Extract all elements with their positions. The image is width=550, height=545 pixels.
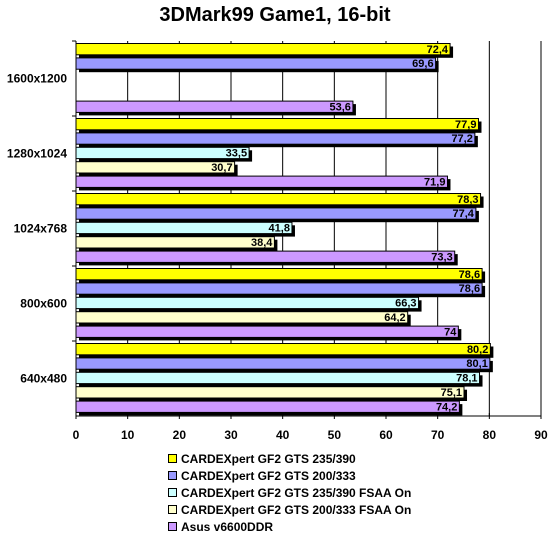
bar [75, 193, 482, 206]
data-label: 72,4 [427, 44, 449, 56]
data-label: 30,7 [211, 162, 232, 174]
bar [75, 207, 477, 220]
data-label: 78,3 [457, 194, 478, 206]
legend-item: CARDEXpert GF2 GTS 200/333 FSAA On [168, 501, 411, 518]
bar [75, 43, 451, 56]
bar [75, 371, 481, 385]
x-tick-label: 70 [431, 428, 445, 442]
bar [75, 146, 250, 160]
legend-label: CARDEXpert GF2 GTS 200/333 FSAA On [181, 502, 412, 517]
bar [75, 386, 465, 399]
legend-item: CARDEXpert GF2 GTS 235/390 [168, 450, 411, 467]
x-tick-label: 0 [73, 428, 80, 442]
legend-swatch [168, 471, 177, 480]
bar [75, 100, 354, 113]
data-label: 41,8 [269, 223, 290, 235]
legend-swatch [168, 505, 177, 514]
bar [75, 57, 437, 70]
bar [75, 325, 459, 338]
legend-swatch [168, 488, 177, 497]
x-tick-label: 10 [121, 428, 135, 442]
bar [75, 282, 483, 295]
category-label: 640x480 [20, 372, 67, 386]
bars-layer: 72,4 69,6 53,6 77,9 77,2 33,5 30,7 71,9 78,3 77,4… [75, 43, 494, 416]
legend-item: CARDEXpert GF2 GTS 200/333 [168, 467, 411, 484]
x-tick-label: 60 [379, 428, 393, 442]
data-label: 80,2 [467, 344, 488, 356]
bar [75, 175, 448, 188]
data-label: 77,4 [452, 208, 474, 220]
data-label: 73,3 [431, 251, 452, 263]
data-label: 77,2 [451, 133, 472, 145]
data-label: 77,9 [455, 119, 476, 131]
data-label: 78,6 [459, 269, 480, 281]
x-tick-label: 40 [276, 428, 290, 442]
x-tick-label: 50 [328, 428, 342, 442]
bar [75, 268, 483, 281]
x-tick-label: 20 [173, 428, 187, 442]
data-label: 80,1 [466, 358, 487, 370]
x-tick-label: 30 [224, 428, 238, 442]
legend-label: Asus v6600DDR [181, 519, 274, 534]
bar [75, 311, 409, 324]
category-label: 800x600 [20, 297, 67, 311]
axis-layer: 1600x1200 1280x1024 1024x768 800x600 640x480… [7, 40, 548, 442]
bar [75, 132, 476, 145]
legend-label: CARDEXpert GF2 GTS 235/390 FSAA On [181, 485, 412, 500]
bar [75, 236, 275, 249]
bar [75, 221, 293, 235]
data-label: 64,2 [384, 312, 405, 324]
bar [75, 357, 491, 370]
bar [75, 343, 491, 356]
legend-swatch [168, 454, 177, 463]
data-label: 71,9 [424, 176, 445, 188]
data-label: 74 [444, 326, 457, 338]
data-label: 38,4 [251, 237, 273, 249]
legend-item: Asus v6600DDR [168, 518, 411, 535]
data-label: 74,2 [436, 401, 457, 413]
legend-swatch [168, 522, 177, 531]
legend-label: CARDEXpert GF2 GTS 200/333 [181, 468, 356, 483]
bar [75, 118, 479, 131]
x-tick-label: 80 [483, 428, 497, 442]
data-label: 75,1 [441, 387, 462, 399]
bar [75, 250, 456, 263]
data-label: 53,6 [330, 101, 351, 113]
legend-item: CARDEXpert GF2 GTS 235/390 FSAA On [168, 484, 411, 501]
data-label: 33,5 [226, 148, 247, 160]
legend-label: CARDEXpert GF2 GTS 235/390 [181, 451, 356, 466]
category-label: 1600x1200 [7, 72, 67, 86]
data-label: 78,1 [456, 373, 477, 385]
category-label: 1024x768 [14, 222, 68, 236]
category-label: 1280x1024 [7, 147, 67, 161]
data-label: 78,6 [459, 283, 480, 295]
data-label: 69,6 [412, 58, 433, 70]
x-tick-label: 90 [534, 428, 548, 442]
data-label: 66,3 [395, 298, 416, 310]
bar [75, 296, 420, 310]
chart-title: 3DMark99 Game1, 16-bit [159, 4, 391, 26]
legend: CARDEXpert GF2 GTS 235/390 CARDEXpert GF2… [168, 450, 411, 535]
bar [75, 400, 460, 413]
